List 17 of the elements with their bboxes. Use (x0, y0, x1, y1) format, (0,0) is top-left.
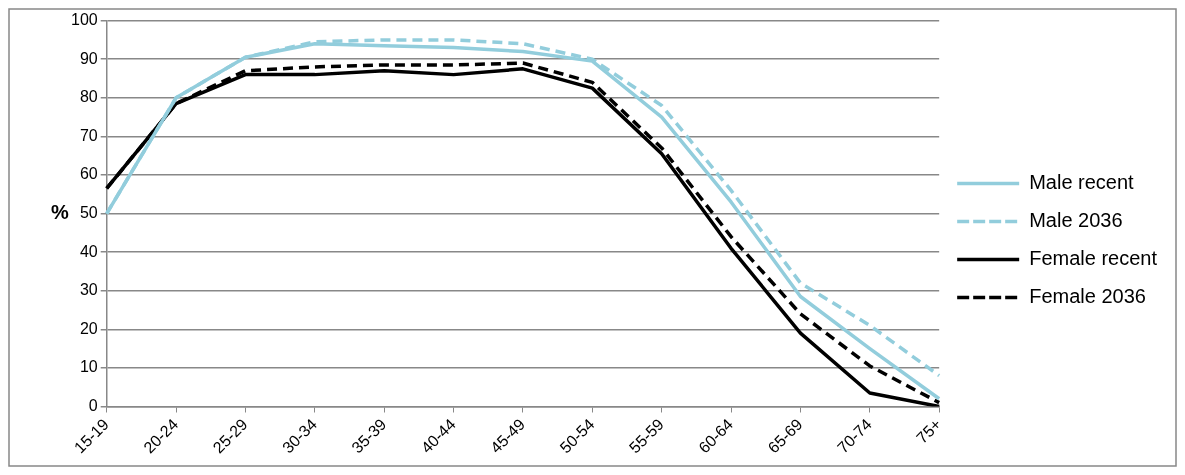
y-tick-label: 30 (79, 281, 98, 299)
y-tick-label: 90 (79, 49, 98, 67)
y-axis-title: % (51, 201, 70, 224)
legend-label: Female recent (1029, 247, 1158, 270)
legend-label: Male recent (1029, 171, 1135, 194)
y-tick-label: 50 (79, 203, 98, 221)
y-tick-label: 0 (88, 396, 98, 414)
y-tick-label: 40 (79, 242, 98, 260)
y-tick-label: 100 (70, 11, 98, 29)
y-tick-label: 80 (79, 88, 98, 106)
y-tick-label: 20 (79, 319, 98, 337)
legend-label: Male 2036 (1029, 209, 1123, 232)
y-tick-label: 70 (79, 126, 98, 144)
y-tick-label: 10 (79, 358, 98, 376)
y-tick-label: 60 (79, 165, 98, 183)
x-tick-label: 75+ (913, 415, 945, 447)
legend-label: Female 2036 (1029, 285, 1146, 308)
